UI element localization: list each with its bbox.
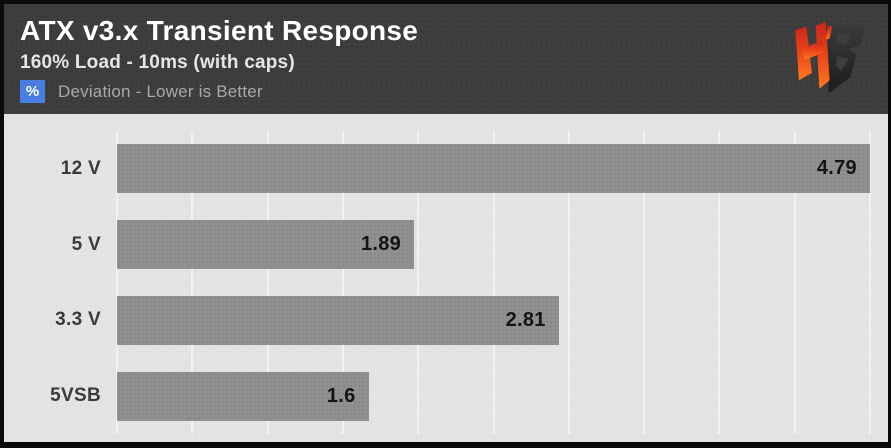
bar: 2.81: [117, 295, 559, 345]
gridline: [869, 131, 871, 434]
category-label: 3.3 V: [55, 309, 101, 331]
category-label: 5VSB: [50, 385, 101, 407]
bar: 4.79: [117, 144, 870, 194]
tagline-row: % Deviation - Lower is Better: [20, 80, 888, 103]
gridline: [643, 131, 646, 434]
plot: 4.79 1.89 2.81 1.6: [116, 131, 871, 434]
chart-title: ATX v3.x Transient Response: [20, 15, 419, 46]
gridline: [341, 131, 344, 434]
bar: 1.89: [117, 220, 415, 270]
bar-rows: 4.79 1.89 2.81 1.6: [117, 131, 870, 434]
hardware-busters-logo-icon: [795, 20, 866, 94]
gridline: [116, 131, 118, 434]
category-label: 5 V: [71, 233, 101, 255]
gridline: [191, 131, 194, 434]
gridline: [492, 131, 495, 434]
bar-value-label: 1.89: [360, 233, 402, 256]
gridline: [266, 131, 269, 434]
category-labels: 12 V 5 V 3.3 V 5VSB: [4, 131, 101, 434]
bar-row: 2.81: [117, 283, 870, 359]
category-label: 12 V: [60, 157, 101, 179]
chart-plot-area: 12 V 5 V 3.3 V 5VSB 4.79 1.89 2.81 1.6: [4, 114, 888, 442]
bar-row: 4.79: [117, 131, 870, 207]
bar-value-label: 2.81: [505, 308, 546, 331]
gridline: [793, 131, 796, 434]
gridline: [417, 131, 420, 434]
bar-value-label: 1.6: [326, 384, 356, 407]
chart-header: ATX v3.x Transient Response 160% Load - …: [4, 4, 888, 114]
bar: 1.6: [117, 371, 369, 421]
percent-badge-icon: %: [20, 80, 45, 103]
bar-value-label: 4.79: [816, 157, 857, 180]
chart-tagline: Deviation - Lower is Better: [58, 81, 263, 101]
bar-row: 1.6: [117, 358, 870, 434]
gridline: [567, 131, 570, 434]
gridline: [718, 131, 721, 434]
bar-row: 1.89: [117, 207, 870, 283]
chart-subtitle: 160% Load - 10ms (with caps): [20, 52, 295, 73]
